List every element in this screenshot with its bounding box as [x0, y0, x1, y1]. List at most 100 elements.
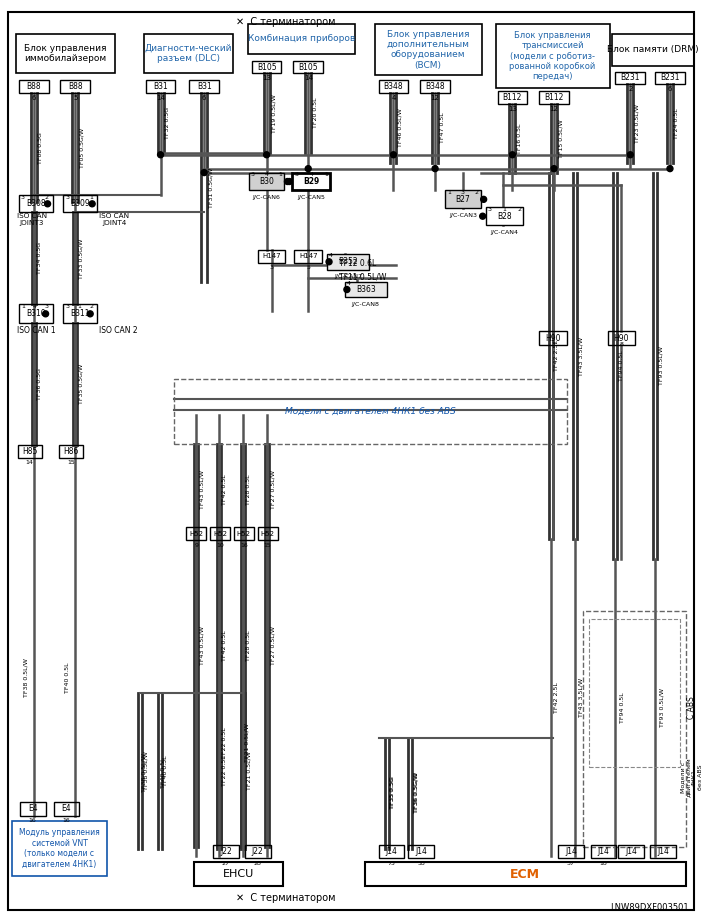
- Bar: [655, 72, 685, 85]
- Text: TF38 0.5L/W: TF38 0.5L/W: [23, 658, 28, 697]
- Text: TF40 0.5L: TF40 0.5L: [161, 757, 166, 787]
- Text: 2: 2: [474, 190, 479, 195]
- Text: TF40 0.5L: TF40 0.5L: [65, 663, 70, 693]
- Text: TF21 0.5L/W: TF21 0.5L/W: [244, 723, 249, 762]
- Text: TF19 0.5L/W: TF19 0.5L/W: [271, 94, 276, 133]
- Text: TF28 0.5L: TF28 0.5L: [246, 475, 251, 505]
- Text: J22: J22: [252, 847, 263, 856]
- Text: ISO CAN 1: ISO CAN 1: [17, 325, 55, 335]
- Text: 1: 1: [89, 195, 93, 200]
- Bar: [144, 34, 233, 74]
- Text: Блок памяти (DRM): Блок памяти (DRM): [607, 45, 699, 54]
- Text: J14: J14: [565, 847, 577, 856]
- Bar: [20, 802, 45, 816]
- Text: Модели с двигателем 4НК1 без АВS: Модели с двигателем 4НК1 без АВS: [285, 407, 456, 416]
- Bar: [327, 254, 369, 270]
- Text: TF43 3.5L/W: TF43 3.5L/W: [578, 337, 583, 375]
- Bar: [19, 195, 52, 212]
- Text: Блок управления
дополнительным
оборудованием
(BCM): Блок управления дополнительным оборудова…: [387, 30, 469, 70]
- Circle shape: [480, 213, 486, 219]
- Text: EHCU: EHCU: [223, 869, 254, 880]
- Text: 5: 5: [73, 95, 77, 101]
- Bar: [295, 250, 322, 263]
- Text: TF47 0.5L: TF47 0.5L: [440, 112, 445, 143]
- Text: Модели с
двигателем
4НК1
без АВS: Модели с двигателем 4НК1 без АВS: [680, 757, 703, 797]
- Text: TF31 0.5G/W: TF31 0.5G/W: [209, 167, 214, 207]
- Text: B105: B105: [257, 63, 276, 72]
- Text: 2: 2: [45, 195, 49, 200]
- Circle shape: [89, 201, 95, 207]
- Bar: [258, 250, 285, 263]
- Circle shape: [201, 170, 207, 175]
- Bar: [194, 862, 283, 886]
- Text: TF93 0.5L/W: TF93 0.5L/W: [658, 347, 663, 385]
- Text: 12: 12: [430, 95, 440, 101]
- Text: 6: 6: [202, 95, 207, 101]
- Text: H52: H52: [189, 531, 203, 537]
- Text: 4: 4: [309, 172, 313, 177]
- Bar: [421, 80, 450, 93]
- Text: ✕  С терминатором: ✕ С терминатором: [236, 17, 336, 27]
- Bar: [258, 527, 278, 540]
- Text: 3: 3: [461, 190, 465, 195]
- Text: TF40 0.5L: TF40 0.5L: [163, 755, 168, 786]
- Text: TF27 0.5L/W: TF27 0.5L/W: [270, 626, 275, 665]
- Text: 3: 3: [65, 195, 69, 200]
- Text: TF22 0.5L: TF22 0.5L: [222, 727, 227, 758]
- Text: 16: 16: [29, 818, 37, 823]
- Circle shape: [158, 152, 164, 158]
- Text: 3: 3: [295, 172, 298, 177]
- Text: J/C-CAN6: J/C-CAN6: [253, 195, 280, 200]
- Text: TF05 0.5G/W: TF05 0.5G/W: [80, 128, 85, 168]
- Text: 4: 4: [33, 304, 37, 309]
- Text: TF94 0.5L: TF94 0.5L: [620, 692, 625, 723]
- Bar: [558, 845, 584, 858]
- Bar: [19, 304, 52, 324]
- Bar: [445, 191, 481, 208]
- Text: TF38 0.5L/W: TF38 0.5L/W: [141, 752, 147, 792]
- Text: TF36 0.5G: TF36 0.5G: [37, 368, 42, 400]
- Text: J/C-CAN5: J/C-CAN5: [297, 195, 325, 200]
- Circle shape: [45, 201, 50, 207]
- Text: H147: H147: [262, 254, 281, 259]
- Bar: [590, 845, 617, 858]
- Text: TF43 3.5L/W: TF43 3.5L/W: [578, 679, 583, 717]
- Text: TF36 0.5G/W: TF36 0.5G/W: [413, 772, 418, 812]
- Text: 10: 10: [216, 543, 224, 548]
- Bar: [64, 304, 97, 324]
- Text: TF20 0.5L: TF20 0.5L: [313, 98, 318, 128]
- Text: E4: E4: [28, 804, 38, 813]
- Text: TF43 0.5L/W: TF43 0.5L/W: [200, 626, 205, 665]
- Text: 12: 12: [549, 106, 559, 112]
- Text: TF93 0.5L/W: TF93 0.5L/W: [660, 689, 665, 727]
- Bar: [539, 331, 567, 345]
- Text: Модуль управления
системой VNT
(только модели с
двигателем 4НК1): Модуль управления системой VNT (только м…: [19, 828, 100, 869]
- Text: ISO CAN
JOINT4: ISO CAN JOINT4: [99, 213, 130, 226]
- Text: 5: 5: [307, 266, 310, 270]
- Text: ECM: ECM: [510, 868, 540, 881]
- Text: TF35 0.5G: TF35 0.5G: [390, 776, 395, 808]
- Text: 58: 58: [417, 861, 425, 866]
- Bar: [64, 195, 97, 212]
- Text: B363: B363: [356, 285, 375, 294]
- Bar: [234, 527, 253, 540]
- Circle shape: [667, 166, 673, 171]
- Bar: [486, 207, 523, 225]
- Bar: [345, 281, 387, 298]
- Bar: [589, 619, 680, 767]
- Text: B31: B31: [197, 82, 212, 91]
- Text: 13: 13: [262, 76, 271, 81]
- Text: 3: 3: [21, 195, 25, 200]
- Text: TF46 0.5L/W: TF46 0.5L/W: [398, 109, 403, 148]
- Text: ✕  С терминатором: ✕ С терминатором: [236, 893, 336, 903]
- Text: H52: H52: [213, 531, 227, 537]
- Text: B88: B88: [26, 82, 41, 91]
- Text: 3: 3: [65, 304, 69, 309]
- Text: H90: H90: [614, 334, 629, 343]
- Text: TF34 0.5G: TF34 0.5G: [37, 242, 42, 275]
- Bar: [60, 80, 90, 93]
- Text: 28: 28: [253, 861, 262, 866]
- Bar: [292, 172, 330, 191]
- Text: H90: H90: [545, 334, 561, 343]
- Text: B112: B112: [544, 93, 564, 102]
